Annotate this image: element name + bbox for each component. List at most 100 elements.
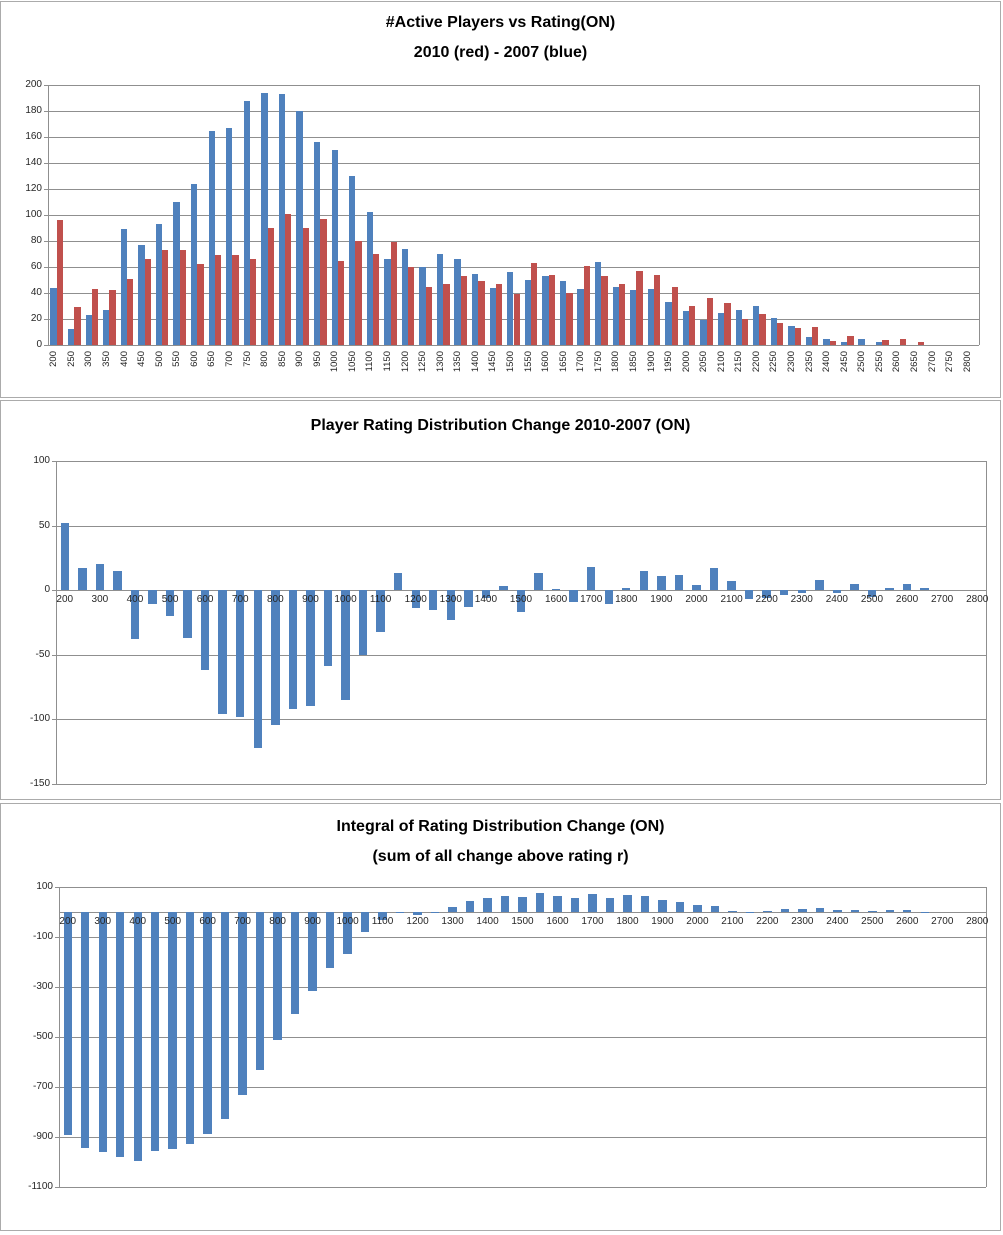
- x-axis-label-1400: 1400: [469, 351, 481, 373]
- x-axis-label-1300: 1300: [439, 594, 462, 606]
- bar-2007-2100: [717, 312, 725, 345]
- bar-2010-1000: [337, 260, 345, 345]
- bar-2007-1800: [612, 286, 619, 345]
- x-axis-label-850: 850: [276, 351, 288, 367]
- x-axis-label-2700: 2700: [931, 916, 954, 927]
- gridline-y--100: [56, 719, 986, 720]
- bar-change-2010-2007-950: [323, 590, 333, 667]
- y-axis-label--500: -500: [32, 1031, 53, 1042]
- gridline-y-100: [48, 215, 979, 216]
- bar-integral-sum-of-change-above-rating-r--1800: [623, 895, 632, 912]
- y-axis-label-80: 80: [30, 235, 42, 246]
- bar-change-2010-2007-2600: [902, 583, 912, 591]
- bar-2010-550: [179, 250, 187, 345]
- x-axis-label-2600: 2600: [896, 916, 919, 927]
- x-axis-label-1300: 1300: [434, 351, 446, 373]
- x-axis-label-1800: 1800: [615, 594, 638, 606]
- x-axis-label-1700: 1700: [575, 351, 587, 373]
- chart-title: #Active Players vs Rating(ON): [385, 14, 616, 31]
- bar-2010-300: [91, 289, 99, 345]
- x-axis-label-700: 700: [234, 916, 251, 927]
- x-axis-label-2200: 2200: [750, 351, 762, 373]
- bar-integral-sum-of-change-above-rating-r--2000: [693, 905, 702, 912]
- bar-2010-2350: [812, 326, 819, 345]
- bar-2010-500: [162, 250, 169, 345]
- bar-2010-2150: [741, 319, 749, 345]
- bar-2010-1450: [495, 283, 503, 345]
- y-axis-label--1100: -1100: [28, 1181, 53, 1192]
- bar-2007-1350: [454, 259, 461, 345]
- bar-2007-300: [85, 315, 92, 345]
- bar-integral-sum-of-change-above-rating-r--2250: [780, 909, 790, 912]
- x-axis-label-2350: 2350: [803, 351, 815, 373]
- y-tick-80: [44, 241, 48, 242]
- bar-change-2010-2007-1650: [569, 590, 578, 602]
- bar-integral-sum-of-change-above-rating-r--600: [203, 912, 212, 1135]
- bar-integral-sum-of-change-above-rating-r--500: [168, 912, 177, 1149]
- x-axis-label-1200: 1200: [406, 916, 429, 927]
- x-axis-label-2600: 2600: [895, 594, 919, 606]
- gridline-y-180: [48, 111, 979, 112]
- bar-2007-1850: [630, 290, 637, 345]
- x-axis-label-200: 200: [48, 351, 60, 367]
- bar-2010-1950: [671, 286, 678, 345]
- y-tick-100: [44, 215, 48, 216]
- bar-integral-sum-of-change-above-rating-r--1650: [570, 898, 580, 912]
- y-tick-0: [52, 590, 56, 591]
- bar-2010-1750: [601, 276, 608, 345]
- bar-2010-250: [74, 307, 81, 345]
- bar-integral-sum-of-change-above-rating-r--450: [151, 912, 160, 1152]
- gridline-y--900: [59, 1137, 986, 1138]
- y-tick-200: [44, 85, 48, 86]
- bar-2007-2250: [770, 317, 777, 345]
- y-tick-120: [44, 189, 48, 190]
- chart-subtitle: 2010 (red) - 2007 (blue): [413, 44, 588, 61]
- gridline-y--50: [56, 655, 986, 656]
- bar-integral-sum-of-change-above-rating-r--1950: [675, 902, 685, 912]
- x-axis-label-2050: 2050: [698, 351, 710, 373]
- bar-integral-sum-of-change-above-rating-r--1000: [343, 912, 352, 954]
- bar-2007-1450: [489, 287, 496, 345]
- bar-2010-950: [320, 218, 327, 345]
- x-axis-line: [48, 345, 979, 346]
- bar-change-2010-2007-450: [148, 590, 157, 605]
- bar-change-2010-2007-550: [183, 590, 192, 638]
- x-axis-label-2000: 2000: [686, 916, 709, 927]
- chart-title: Integral of Rating Distribution Change (…: [336, 818, 665, 835]
- bar-integral-sum-of-change-above-rating-r--2050: [710, 906, 720, 912]
- x-axis-label-1250: 1250: [417, 351, 429, 373]
- bar-2007-1650: [559, 281, 567, 345]
- bar-2007-2550: [876, 342, 883, 345]
- x-axis-label-2550: 2550: [873, 351, 885, 373]
- bar-integral-sum-of-change-above-rating-r--1150: [395, 911, 405, 913]
- gridline-y--300: [59, 987, 986, 988]
- y-axis-line: [56, 461, 57, 784]
- bar-2010-900: [302, 228, 310, 345]
- plot-right-border: [979, 85, 980, 345]
- bar-2007-400: [120, 229, 128, 345]
- bar-2007-850: [278, 94, 286, 345]
- bar-2007-1700: [577, 289, 584, 345]
- bar-integral-sum-of-change-above-rating-r--250: [81, 912, 90, 1148]
- x-axis-label-2250: 2250: [768, 351, 780, 373]
- y-axis-label-100: 100: [36, 881, 53, 892]
- bar-change-2010-2007-900: [306, 590, 315, 707]
- x-axis-label-800: 800: [266, 594, 284, 606]
- x-axis-label-1450: 1450: [487, 351, 499, 373]
- bar-2010-2650: [917, 342, 924, 345]
- bar-integral-sum-of-change-above-rating-r--300: [98, 912, 107, 1152]
- bar-2010-400: [127, 278, 134, 345]
- y-axis-label--100: -100: [32, 931, 53, 942]
- y-tick--100: [55, 937, 59, 938]
- x-axis-label-1300: 1300: [441, 916, 464, 927]
- bar-change-2010-2007-2550: [885, 587, 894, 591]
- bar-change-2010-2007-1150: [393, 573, 403, 591]
- bar-2010-800: [267, 228, 274, 345]
- bar-2007-650: [208, 130, 215, 345]
- gridline-y--700: [59, 1087, 986, 1088]
- bar-change-2010-2007-1050: [358, 590, 368, 655]
- bar-2010-200: [56, 220, 64, 345]
- gridline-y--500: [59, 1037, 986, 1038]
- bar-change-2010-2007-1750: [604, 590, 613, 605]
- x-axis-label-700: 700: [231, 594, 249, 606]
